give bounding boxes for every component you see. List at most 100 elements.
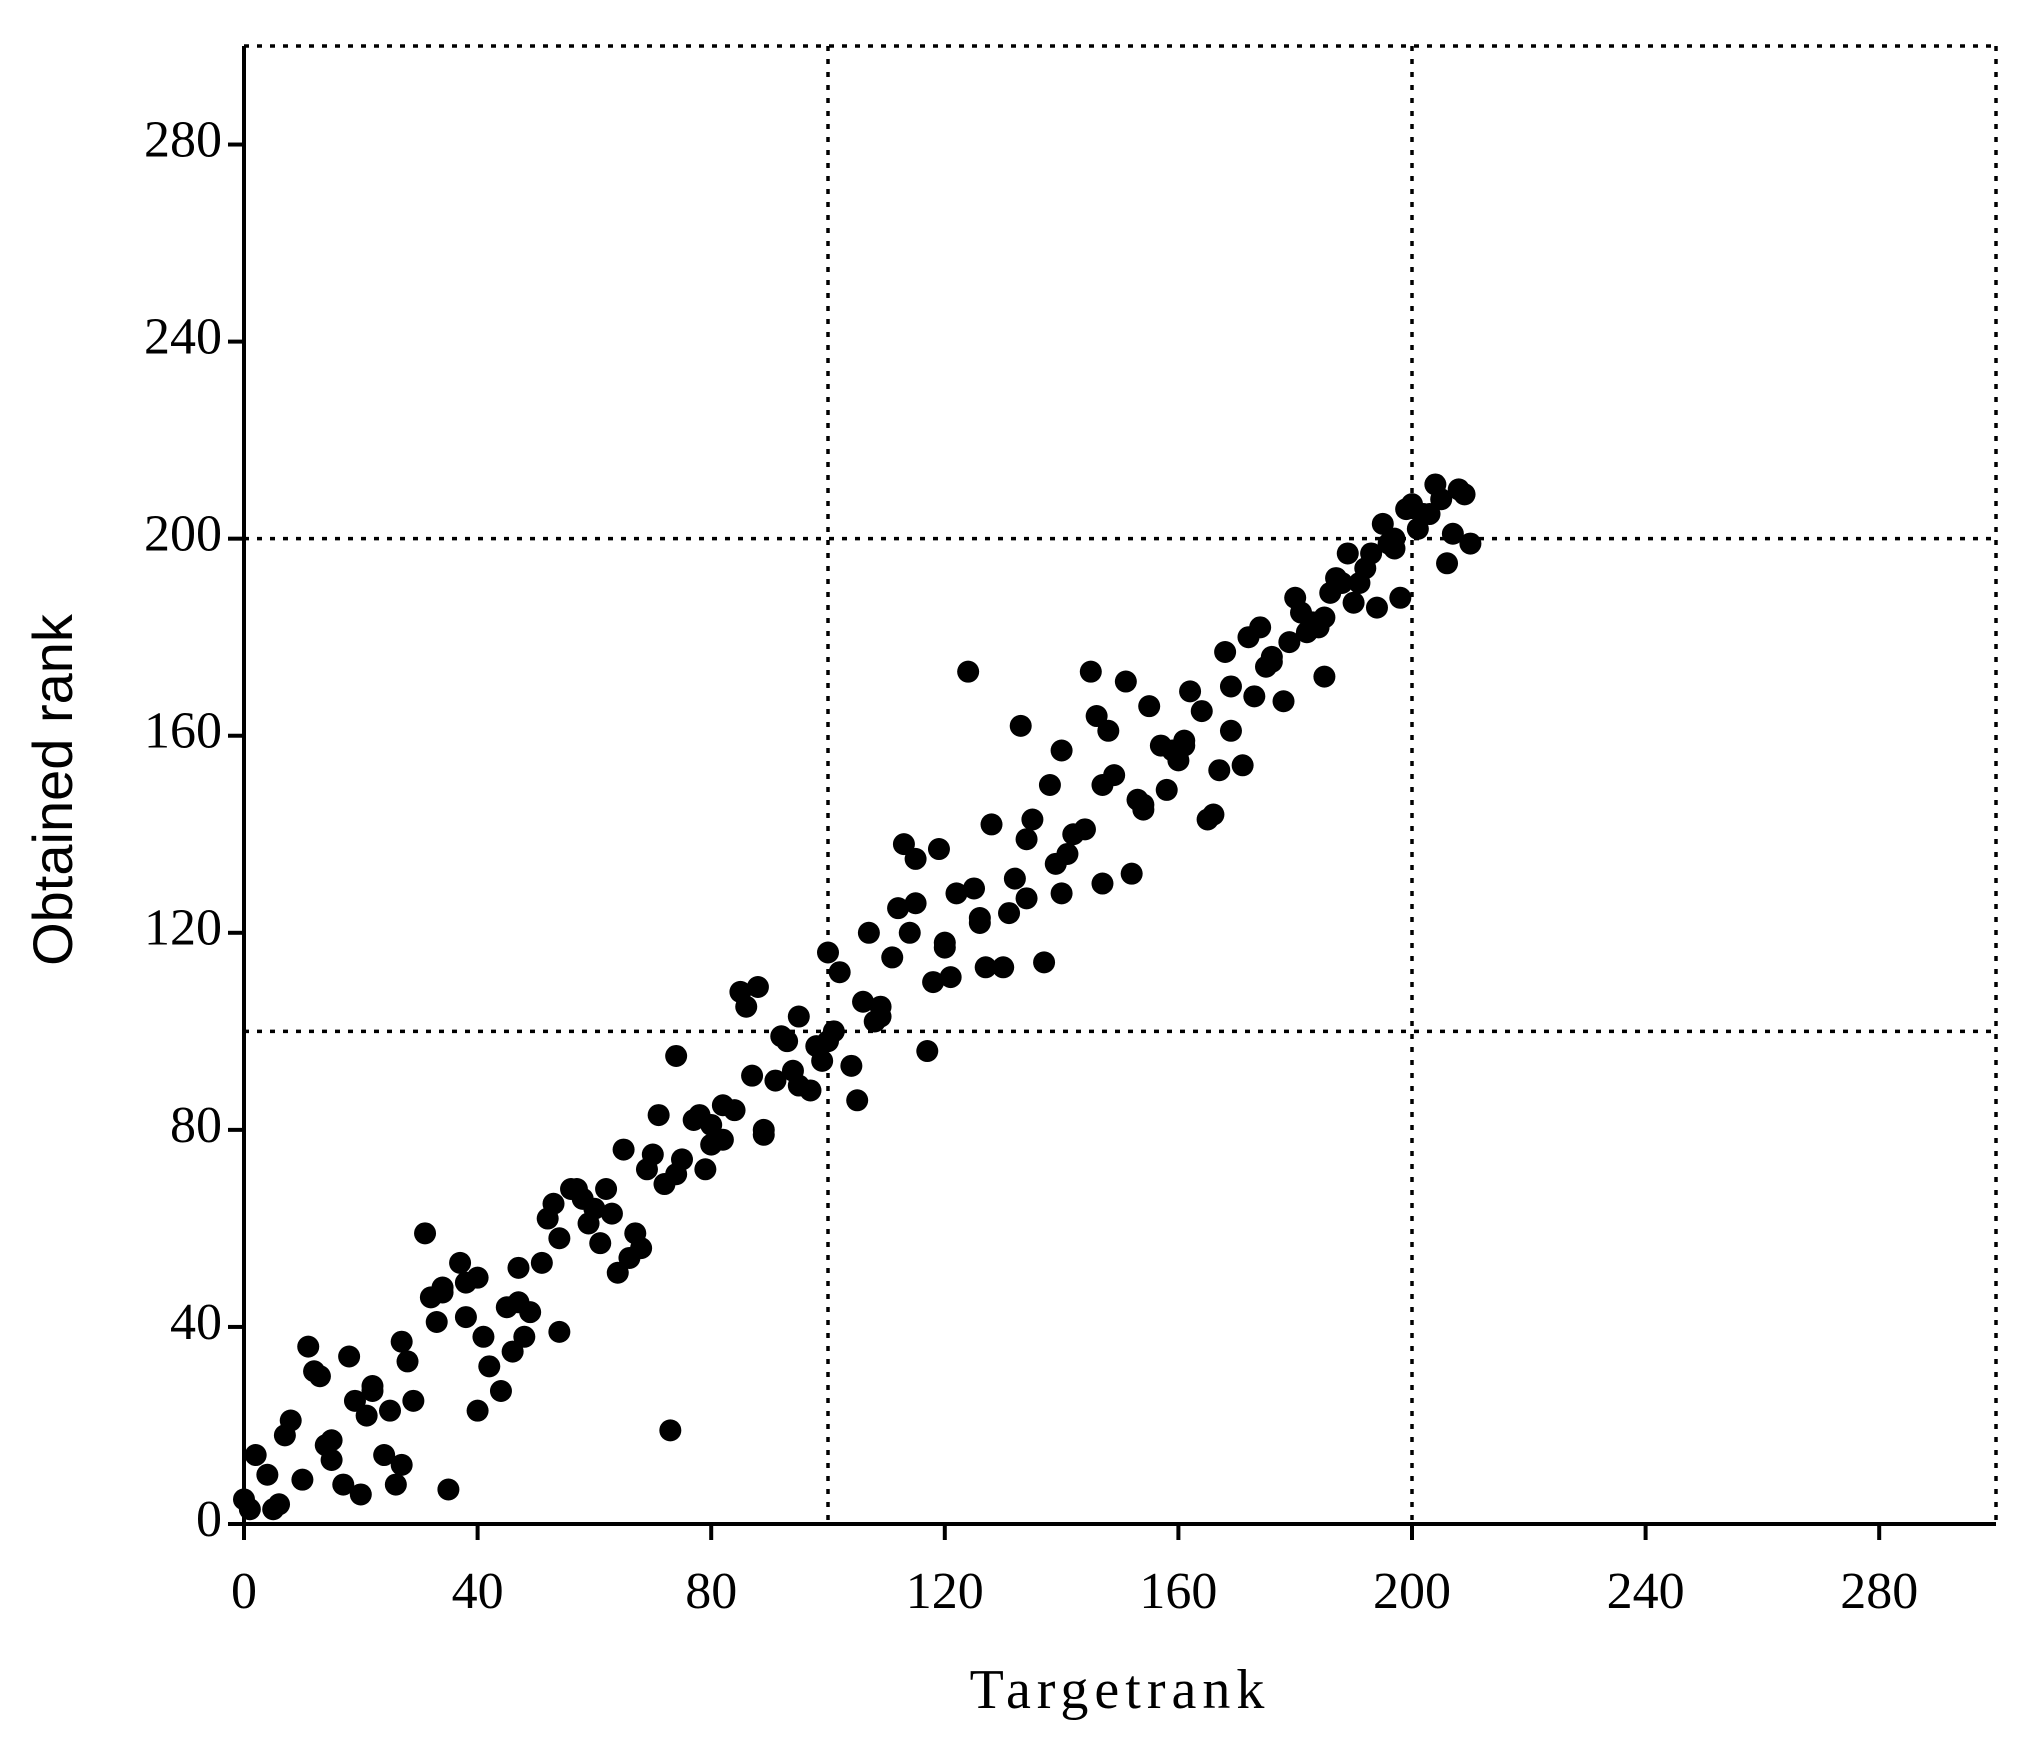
x-tick-label: 80 [685,1563,737,1620]
point [548,1320,571,1343]
point [933,936,956,959]
point [489,1379,512,1402]
point [1009,714,1032,737]
point [320,1429,343,1452]
point [1313,606,1336,629]
point [799,1079,822,1102]
point [671,1148,693,1171]
point [612,1138,635,1161]
point [869,995,892,1018]
point [1243,685,1266,708]
point [1038,774,1061,796]
point [898,921,921,944]
point [1360,542,1383,565]
point [402,1389,425,1412]
point [244,1444,267,1467]
point [1330,572,1353,595]
point [279,1409,302,1432]
point [548,1227,571,1250]
y-tick-label: 200 [144,506,222,563]
point [1132,798,1155,821]
point [1079,660,1102,683]
point [332,1473,355,1496]
point [723,1099,746,1122]
point [414,1222,437,1245]
point [425,1311,448,1334]
x-tick-label: 200 [1373,1563,1451,1620]
point [787,1005,810,1028]
point [665,1044,688,1067]
point [641,1143,664,1166]
point [338,1345,361,1368]
point [1278,631,1301,654]
point [1418,503,1441,526]
point [379,1399,401,1422]
y-tick-label: 160 [144,703,222,760]
point [1430,488,1453,511]
point [256,1463,279,1486]
point [881,946,904,969]
y-tick-label: 0 [196,1491,222,1548]
y-tick-label: 120 [144,900,222,957]
point [927,838,950,861]
point [711,1128,734,1151]
point [857,921,880,944]
point [811,1049,834,1072]
point [735,995,758,1018]
point [355,1404,378,1427]
point [922,971,945,994]
point [449,1251,472,1274]
point [764,1069,787,1092]
point [1190,700,1213,723]
point [1103,764,1126,787]
point [466,1399,489,1422]
point [1219,719,1242,742]
point [746,975,769,998]
point [752,1123,775,1146]
point [957,660,980,683]
point [916,1040,939,1063]
point [1459,532,1482,555]
x-tick-label: 120 [906,1563,984,1620]
point [600,1202,623,1225]
y-tick-label: 280 [144,111,222,168]
y-tick-label: 240 [144,309,222,366]
x-tick-label: 0 [231,1563,257,1620]
point [1050,882,1073,905]
point [998,902,1021,925]
point [974,956,997,979]
point [501,1340,524,1363]
point [373,1444,396,1467]
point [1173,734,1196,757]
point [349,1483,372,1506]
point [963,877,985,900]
point [1383,527,1406,550]
point [1097,719,1120,742]
point [1208,759,1231,782]
point [741,1064,764,1087]
point [606,1261,629,1284]
point [519,1301,542,1324]
point [1179,680,1202,703]
point [1436,552,1459,575]
point [968,911,991,934]
point [466,1266,489,1289]
x-tick-label: 280 [1840,1563,1918,1620]
point [589,1232,612,1255]
point [1015,887,1038,910]
point [630,1237,653,1260]
point [542,1192,565,1215]
point [852,990,875,1013]
point [887,897,910,920]
point [1056,842,1079,865]
point [694,1158,717,1181]
point [1021,808,1044,831]
point [390,1453,413,1476]
x-tick-label: 160 [1139,1563,1217,1620]
point [595,1177,618,1200]
point [992,956,1015,979]
point [384,1473,407,1496]
point [1260,645,1283,668]
point [437,1478,460,1501]
